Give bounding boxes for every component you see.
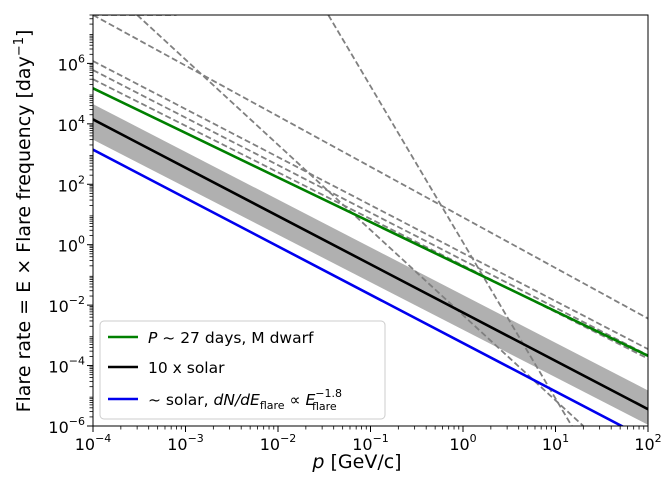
y-tick-label: 106 <box>58 52 85 74</box>
x-tick-label: 10−3 <box>167 432 204 454</box>
model-line-dashed-5 <box>93 69 648 357</box>
model-line-1 <box>93 118 648 411</box>
y-tick-label: 10−6 <box>48 415 85 437</box>
model-line-2 <box>93 148 625 426</box>
legend-label-solar-sup: −1.8 <box>315 387 342 400</box>
legend-label-solar: ~ solar, dN/dEflare ∝ E−1.8 flare <box>148 387 342 413</box>
x-tick-label: 100 <box>449 432 476 454</box>
model-line-dashed-4 <box>93 60 648 350</box>
legend-label-solar-e: E <box>305 391 315 409</box>
legend-label-solar-lead: ~ solar, <box>148 391 214 409</box>
legend-label-solar-dn: dN/dE <box>214 391 260 409</box>
legend-label-m-dwarf-rest: ~ 27 days, M dwarf <box>157 329 314 347</box>
y-tick-label: 100 <box>58 234 85 256</box>
model-line-0 <box>93 87 648 358</box>
y-axis-label-main: Flare rate = E × Flare frequency [day <box>13 56 35 412</box>
y-tick-label: 102 <box>58 173 85 195</box>
legend-label-10x-solar: 10 x solar <box>148 359 225 377</box>
y-tick-label: 10−2 <box>48 294 85 316</box>
model-line-dashed-8 <box>136 15 584 426</box>
x-tick-label: 101 <box>542 432 569 454</box>
y-tick-label: 104 <box>58 113 85 135</box>
y-axis-label-close: ] <box>13 30 35 37</box>
model-line-dashed-9 <box>327 15 573 426</box>
legend-label-m-dwarf: P ~ 27 days, M dwarf <box>148 329 314 347</box>
legend-label-m-dwarf-p: P <box>148 329 158 347</box>
x-axis-label-unit: [GeV/c] <box>324 451 401 473</box>
series-layer <box>93 15 648 426</box>
legend-box <box>99 320 386 420</box>
y-tick-label: 10−4 <box>48 355 85 377</box>
model-line-dashed-3 <box>93 15 648 320</box>
x-axis-label-var: p <box>311 451 324 473</box>
y-axis-label: Flare rate = E × Flare frequency [day−1] <box>12 30 35 413</box>
plot-frame <box>92 14 649 427</box>
x-tick-label: 102 <box>634 432 661 454</box>
ticks-layer: 10−4 10−3 10−2 10−1 100 101 10210−610−410−2100… <box>48 14 662 454</box>
legend-label-solar-prop: ∝ <box>285 391 306 409</box>
legend-label-solar-sub2: flare <box>312 400 337 413</box>
legend-label-solar-sub1: flare <box>260 399 285 412</box>
x-tick-label: 10−2 <box>260 432 297 454</box>
x-axis-label: p [GeV/c] <box>311 451 401 473</box>
y-axis-label-sup: −1 <box>12 37 27 56</box>
x-tick-label: 10−4 <box>75 432 112 454</box>
legend: P ~ 27 days, M dwarf 10 x solar ~ solar,… <box>99 320 386 420</box>
x-tick-label: 10−1 <box>352 432 389 454</box>
